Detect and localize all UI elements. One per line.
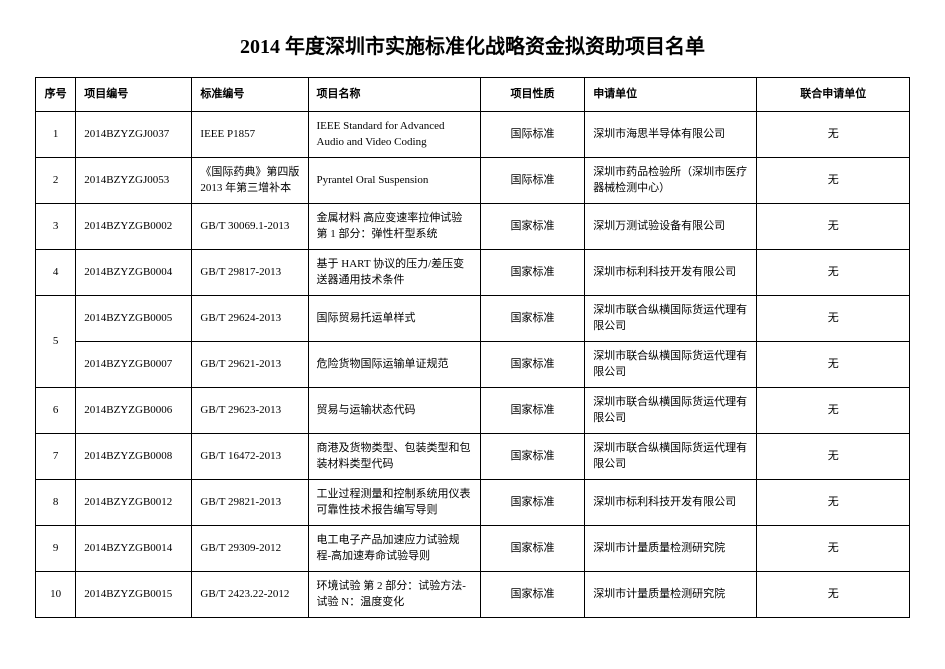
- cell-std: GB/T 29821-2013: [192, 479, 308, 525]
- cell-std: IEEE P1857: [192, 111, 308, 157]
- col-joint: 联合申请单位: [757, 78, 910, 112]
- cell-joint: 无: [757, 341, 910, 387]
- table-row: 52014BZYZGB0005GB/T 29624-2013国际贸易托运单样式国…: [36, 295, 910, 341]
- cell-name: 贸易与运输状态代码: [308, 387, 480, 433]
- table-row: 62014BZYZGB0006GB/T 29623-2013贸易与运输状态代码国…: [36, 387, 910, 433]
- cell-seq: 1: [36, 111, 76, 157]
- col-name: 项目名称: [308, 78, 480, 112]
- cell-org: 深圳市药品检验所（深圳市医疗器械检测中心）: [585, 157, 757, 203]
- cell-name: 电工电子产品加速应力试验规程-高加速寿命试验导则: [308, 525, 480, 571]
- cell-kind: 国家标准: [480, 341, 584, 387]
- cell-pid: 2014BZYZGB0006: [76, 387, 192, 433]
- cell-pid: 2014BZYZGB0007: [76, 341, 192, 387]
- cell-joint: 无: [757, 249, 910, 295]
- table-row: 22014BZYZGJ0053《国际药典》第四版2013 年第三增补本Pyran…: [36, 157, 910, 203]
- cell-joint: 无: [757, 157, 910, 203]
- cell-name: 危险货物国际运输单证规范: [308, 341, 480, 387]
- cell-seq: 7: [36, 433, 76, 479]
- cell-org: 深圳市海思半导体有限公司: [585, 111, 757, 157]
- cell-std: GB/T 29309-2012: [192, 525, 308, 571]
- table-body: 12014BZYZGJ0037IEEE P1857IEEE Standard f…: [36, 111, 910, 617]
- cell-kind: 国家标准: [480, 203, 584, 249]
- cell-joint: 无: [757, 525, 910, 571]
- cell-name: 金属材料 高应变速率拉伸试验 第 1 部分：弹性杆型系统: [308, 203, 480, 249]
- cell-pid: 2014BZYZGB0014: [76, 525, 192, 571]
- cell-seq: 9: [36, 525, 76, 571]
- cell-joint: 无: [757, 295, 910, 341]
- cell-joint: 无: [757, 433, 910, 479]
- cell-name: 工业过程测量和控制系统用仪表可靠性技术报告编写导则: [308, 479, 480, 525]
- cell-joint: 无: [757, 571, 910, 617]
- cell-std: GB/T 16472-2013: [192, 433, 308, 479]
- cell-seq: 6: [36, 387, 76, 433]
- cell-kind: 国际标准: [480, 111, 584, 157]
- cell-seq: 10: [36, 571, 76, 617]
- cell-kind: 国家标准: [480, 387, 584, 433]
- cell-kind: 国家标准: [480, 479, 584, 525]
- page-title: 2014 年度深圳市实施标准化战略资金拟资助项目名单: [35, 30, 910, 59]
- cell-std: 《国际药典》第四版2013 年第三增补本: [192, 157, 308, 203]
- cell-org: 深圳市联合纵横国际货运代理有限公司: [585, 341, 757, 387]
- cell-pid: 2014BZYZGJ0037: [76, 111, 192, 157]
- table-row: 102014BZYZGB0015GB/T 2423.22-2012环境试验 第 …: [36, 571, 910, 617]
- cell-pid: 2014BZYZGB0002: [76, 203, 192, 249]
- cell-name: 环境试验 第 2 部分：试验方法-试验 N：温度变化: [308, 571, 480, 617]
- cell-joint: 无: [757, 479, 910, 525]
- table-row: 72014BZYZGB0008GB/T 16472-2013商港及货物类型、包装…: [36, 433, 910, 479]
- cell-name: IEEE Standard for Advanced Audio and Vid…: [308, 111, 480, 157]
- cell-seq: 8: [36, 479, 76, 525]
- cell-name: 基于 HART 协议的压力/差压变送器通用技术条件: [308, 249, 480, 295]
- cell-seq: 4: [36, 249, 76, 295]
- cell-org: 深圳市联合纵横国际货运代理有限公司: [585, 387, 757, 433]
- col-std: 标准编号: [192, 78, 308, 112]
- col-kind: 项目性质: [480, 78, 584, 112]
- projects-table: 序号 项目编号 标准编号 项目名称 项目性质 申请单位 联合申请单位 12014…: [35, 77, 910, 618]
- cell-org: 深圳市联合纵横国际货运代理有限公司: [585, 295, 757, 341]
- cell-pid: 2014BZYZGB0005: [76, 295, 192, 341]
- cell-std: GB/T 29624-2013: [192, 295, 308, 341]
- cell-kind: 国家标准: [480, 433, 584, 479]
- cell-pid: 2014BZYZGB0008: [76, 433, 192, 479]
- cell-pid: 2014BZYZGJ0053: [76, 157, 192, 203]
- cell-pid: 2014BZYZGB0012: [76, 479, 192, 525]
- cell-pid: 2014BZYZGB0004: [76, 249, 192, 295]
- cell-kind: 国家标准: [480, 525, 584, 571]
- cell-name: 商港及货物类型、包装类型和包装材料类型代码: [308, 433, 480, 479]
- cell-name: Pyrantel Oral Suspension: [308, 157, 480, 203]
- col-seq: 序号: [36, 78, 76, 112]
- cell-std: GB/T 29623-2013: [192, 387, 308, 433]
- cell-org: 深圳市计量质量检测研究院: [585, 571, 757, 617]
- cell-pid: 2014BZYZGB0015: [76, 571, 192, 617]
- cell-seq: 5: [36, 295, 76, 387]
- cell-joint: 无: [757, 387, 910, 433]
- cell-kind: 国家标准: [480, 571, 584, 617]
- table-row: 82014BZYZGB0012GB/T 29821-2013工业过程测量和控制系…: [36, 479, 910, 525]
- cell-seq: 3: [36, 203, 76, 249]
- cell-joint: 无: [757, 203, 910, 249]
- cell-seq: 2: [36, 157, 76, 203]
- cell-kind: 国际标准: [480, 157, 584, 203]
- cell-std: GB/T 29621-2013: [192, 341, 308, 387]
- cell-kind: 国家标准: [480, 295, 584, 341]
- table-row: 42014BZYZGB0004GB/T 29817-2013基于 HART 协议…: [36, 249, 910, 295]
- cell-std: GB/T 29817-2013: [192, 249, 308, 295]
- cell-name: 国际贸易托运单样式: [308, 295, 480, 341]
- table-row: 92014BZYZGB0014GB/T 29309-2012电工电子产品加速应力…: [36, 525, 910, 571]
- cell-kind: 国家标准: [480, 249, 584, 295]
- table-header-row: 序号 项目编号 标准编号 项目名称 项目性质 申请单位 联合申请单位: [36, 78, 910, 112]
- table-row: 12014BZYZGJ0037IEEE P1857IEEE Standard f…: [36, 111, 910, 157]
- table-row: 2014BZYZGB0007GB/T 29621-2013危险货物国际运输单证规…: [36, 341, 910, 387]
- cell-org: 深圳万测试验设备有限公司: [585, 203, 757, 249]
- cell-std: GB/T 30069.1-2013: [192, 203, 308, 249]
- cell-org: 深圳市计量质量检测研究院: [585, 525, 757, 571]
- col-org: 申请单位: [585, 78, 757, 112]
- cell-org: 深圳市标利科技开发有限公司: [585, 479, 757, 525]
- col-pid: 项目编号: [76, 78, 192, 112]
- cell-org: 深圳市联合纵横国际货运代理有限公司: [585, 433, 757, 479]
- cell-joint: 无: [757, 111, 910, 157]
- cell-std: GB/T 2423.22-2012: [192, 571, 308, 617]
- cell-org: 深圳市标利科技开发有限公司: [585, 249, 757, 295]
- table-row: 32014BZYZGB0002GB/T 30069.1-2013金属材料 高应变…: [36, 203, 910, 249]
